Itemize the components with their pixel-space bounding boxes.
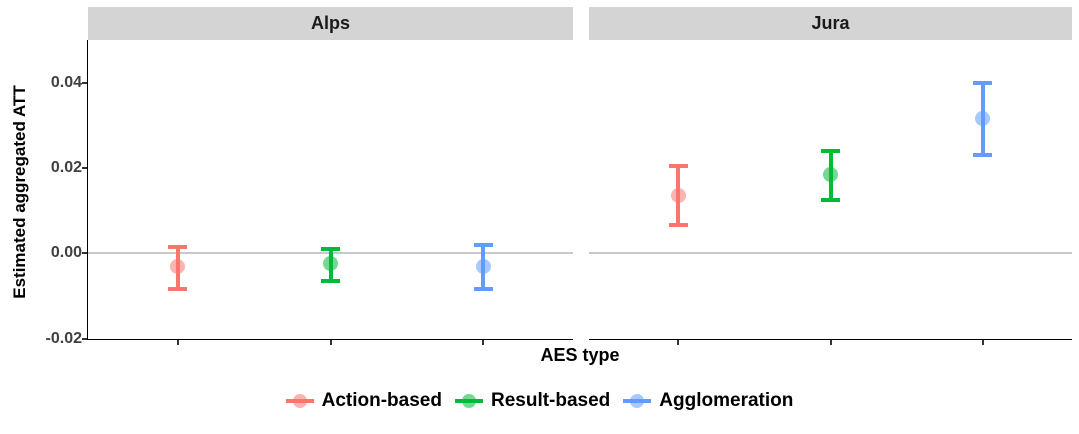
x-axis-line bbox=[88, 338, 573, 340]
panel-alps bbox=[88, 40, 573, 340]
zero-reference-line bbox=[589, 252, 1072, 255]
legend-label: Result-based bbox=[490, 390, 611, 411]
errorbar-cap-top bbox=[168, 244, 188, 249]
errorbar-cap-top bbox=[668, 163, 688, 168]
y-tick-label: 0.00 bbox=[50, 244, 82, 262]
legend: Action-based Result-based Agglomeration bbox=[0, 383, 1079, 419]
errorbar-cap-top bbox=[973, 80, 993, 85]
y-tick bbox=[82, 166, 87, 169]
y-tick bbox=[82, 81, 87, 84]
y-tick-label: 0.04 bbox=[50, 73, 82, 91]
legend-label: Action-based bbox=[321, 390, 442, 411]
y-axis-title: Estimated aggregated ATT bbox=[10, 85, 29, 299]
y-tick-label: 0.02 bbox=[50, 158, 82, 176]
x-tick bbox=[329, 340, 332, 345]
legend-item-action-based: Action-based bbox=[285, 390, 442, 412]
point-estimate-marker bbox=[170, 258, 186, 274]
point-estimate-marker bbox=[823, 166, 838, 182]
point-estimate-marker bbox=[475, 258, 491, 274]
errorbar-cap-bottom bbox=[473, 287, 493, 292]
legend-key-icon bbox=[285, 393, 314, 409]
errorbar-cap-bottom bbox=[168, 287, 188, 292]
errorbar-cap-top bbox=[321, 246, 340, 251]
y-tick-label: -0.02 bbox=[45, 329, 82, 347]
legend-item-agglomeration: Agglomeration bbox=[623, 390, 793, 412]
legend-item-result-based: Result-based bbox=[454, 390, 611, 412]
point-estimate-marker bbox=[323, 256, 338, 272]
x-tick bbox=[677, 340, 680, 345]
errorbar-cap-bottom bbox=[821, 197, 840, 202]
errorbar-cap-bottom bbox=[973, 153, 993, 158]
point-estimate-marker bbox=[670, 188, 686, 204]
facet-strip-jura: Jura bbox=[589, 7, 1072, 40]
legend-key-dot bbox=[292, 394, 307, 408]
facet-strip-alps: Alps bbox=[88, 7, 573, 40]
x-tick bbox=[981, 340, 984, 345]
x-tick bbox=[176, 340, 179, 345]
y-tick bbox=[82, 252, 87, 255]
legend-key-dot bbox=[461, 394, 476, 408]
x-tick bbox=[829, 340, 832, 345]
x-axis-line bbox=[589, 338, 1072, 340]
errorbar-cap-top bbox=[821, 148, 840, 153]
y-tick bbox=[82, 337, 87, 340]
legend-label: Agglomeration bbox=[659, 390, 794, 411]
errorbar-cap-bottom bbox=[668, 223, 688, 228]
legend-key-icon bbox=[623, 393, 652, 409]
x-axis-title: AES type bbox=[540, 345, 620, 365]
legend-key-icon bbox=[454, 393, 483, 409]
legend-key-dot bbox=[630, 394, 645, 408]
errorbar-cap-top bbox=[473, 242, 493, 247]
errorbar-cap-bottom bbox=[321, 278, 340, 283]
x-tick bbox=[482, 340, 485, 345]
point-estimate-marker bbox=[975, 111, 991, 127]
y-axis-line bbox=[86, 40, 88, 340]
